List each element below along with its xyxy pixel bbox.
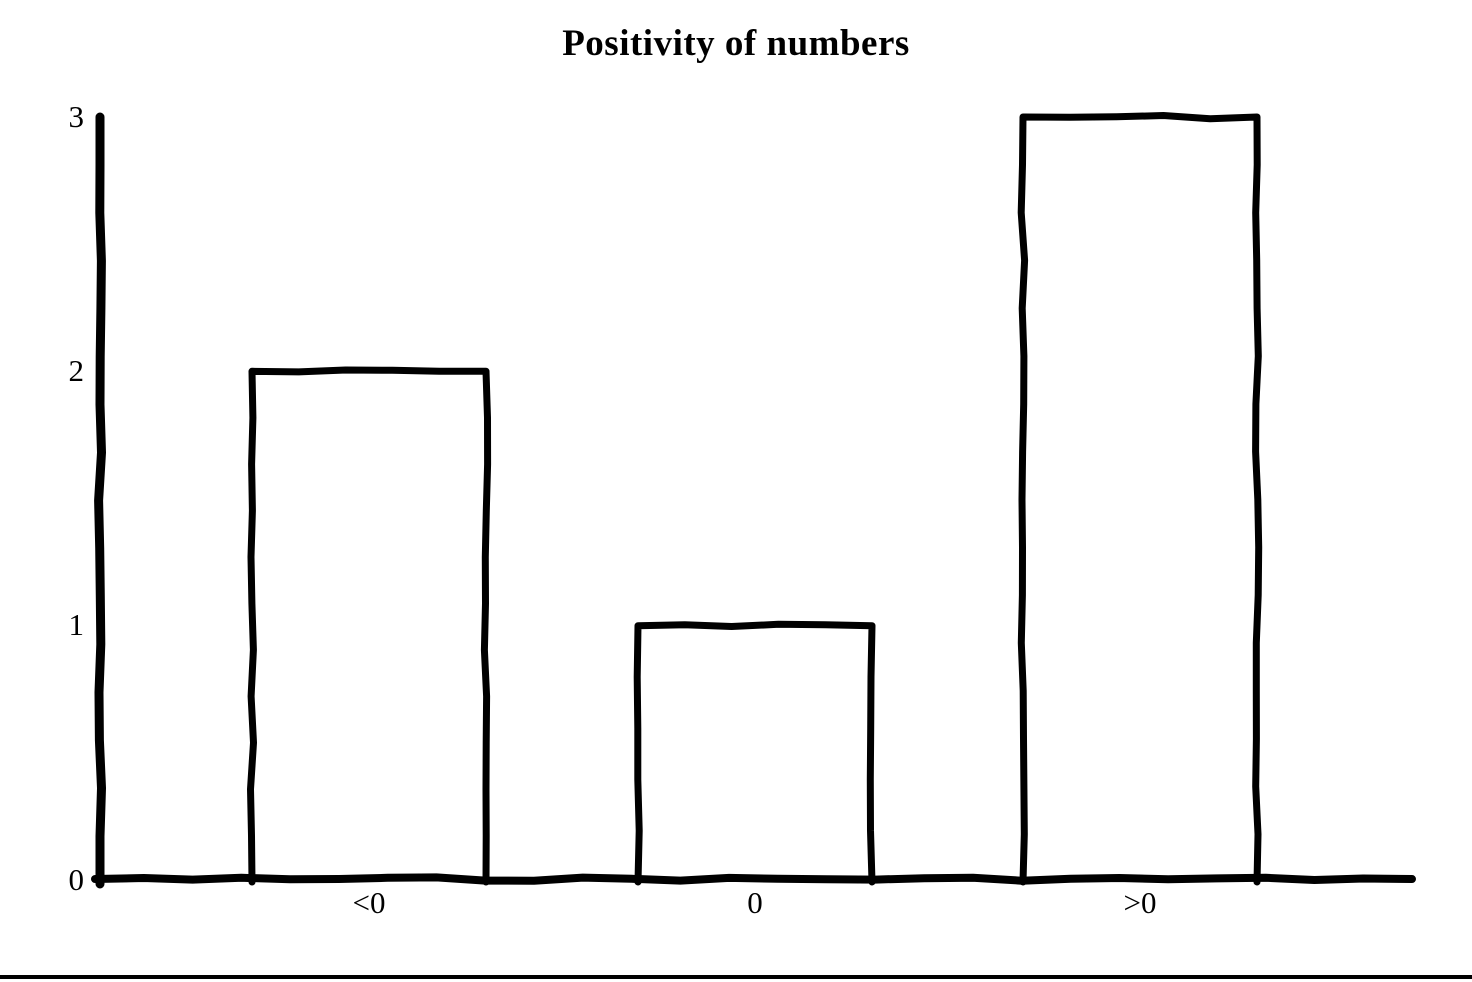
y-axis [94, 112, 106, 889]
bar-0 [633, 620, 876, 886]
y-tick-label: 0 [68, 862, 85, 897]
y-tick-label: 1 [68, 607, 85, 642]
bar->0 [1017, 112, 1263, 886]
bottom-divider [0, 975, 1472, 979]
bar-<0 [247, 366, 492, 886]
y-tick-label: 2 [68, 353, 85, 388]
x-axis [91, 873, 1416, 885]
x-category-label: 0 [747, 885, 763, 920]
y-tick-label: 3 [68, 99, 85, 134]
chart-title: Positivity of numbers [562, 23, 910, 64]
x-category-label: >0 [1123, 885, 1157, 920]
x-category-label: <0 [352, 885, 386, 920]
